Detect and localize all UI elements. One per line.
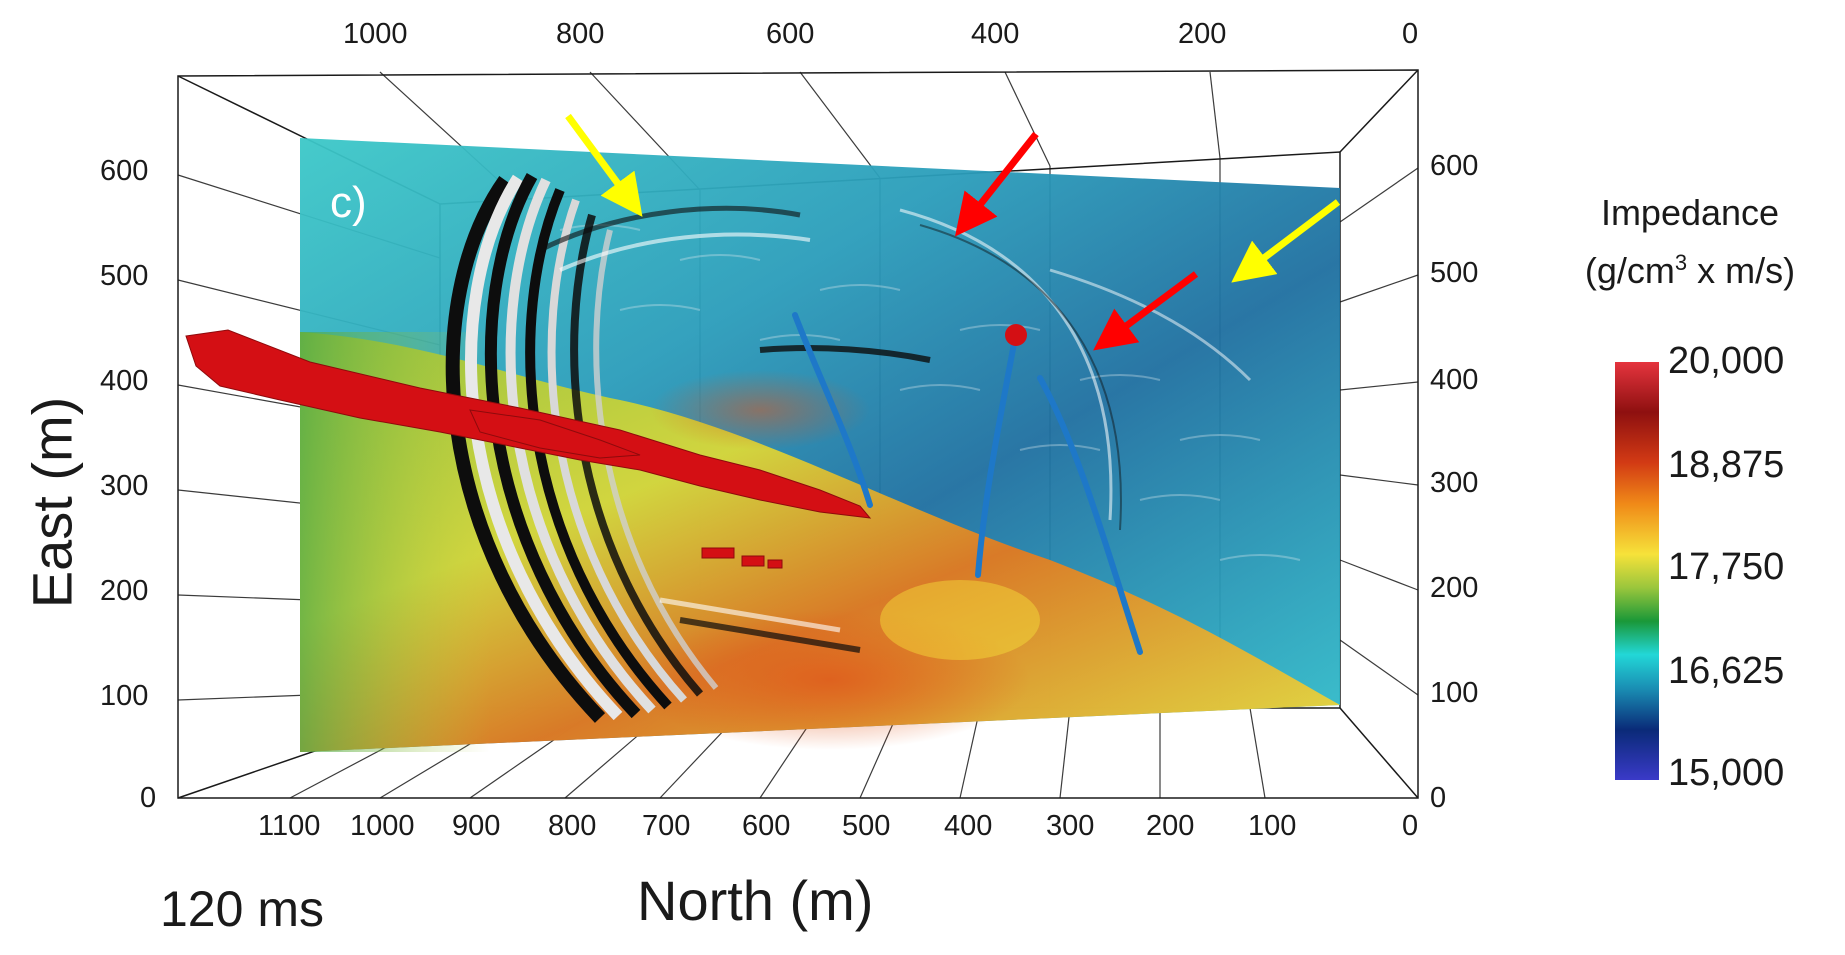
left-tick: 200 <box>100 575 149 607</box>
time-label: 120 ms <box>160 881 324 937</box>
top-tick: 200 <box>1178 18 1227 50</box>
top-tick: 0 <box>1402 18 1419 50</box>
left-tick: 500 <box>100 260 149 292</box>
right-tick: 0 <box>1430 782 1447 814</box>
colorbar-tick: 15,000 <box>1668 752 1785 794</box>
colorbar-title-line1: Impedance <box>1600 192 1780 233</box>
red-arrow-right <box>1093 271 1199 351</box>
right-tick: 500 <box>1430 257 1479 289</box>
bottom-tick: 300 <box>1046 810 1095 842</box>
bottom-tick: 200 <box>1146 810 1195 842</box>
bottom-tick: 100 <box>1248 810 1297 842</box>
bottom-tick: 400 <box>944 810 993 842</box>
right-tick: 300 <box>1430 467 1479 499</box>
right-tick: 600 <box>1430 150 1479 182</box>
bottom-tick: 1000 <box>350 810 415 842</box>
colorbar <box>1615 362 1659 780</box>
right-tick: 100 <box>1430 677 1479 709</box>
panel-label: c) <box>330 178 367 227</box>
bottom-tick: 500 <box>842 810 891 842</box>
top-tick: 800 <box>556 18 605 50</box>
bottom-tick: 900 <box>452 810 501 842</box>
bottom-tick: 700 <box>642 810 691 842</box>
top-tick: 600 <box>766 18 815 50</box>
red-geobody <box>185 329 872 569</box>
colorbar-title: Impedance (g/cm3 x m/s) <box>1540 188 1840 296</box>
colorbar-tick: 20,000 <box>1668 340 1785 382</box>
bottom-tick: 800 <box>548 810 597 842</box>
well-head-marker <box>1005 324 1027 346</box>
yellow-arrow-right <box>1231 199 1341 283</box>
well-paths <box>792 312 1143 655</box>
left-tick: 300 <box>100 470 149 502</box>
annotation-arrows <box>565 113 1341 351</box>
left-tick: 100 <box>100 680 149 712</box>
colorbar-title-units: (g/cm3 x m/s) <box>1584 250 1796 291</box>
bottom-tick: 0 <box>1402 810 1419 842</box>
left-tick: 600 <box>100 155 149 187</box>
yellow-arrow-left <box>565 113 643 217</box>
red-arrow-top <box>954 131 1039 237</box>
right-tick: 200 <box>1430 572 1479 604</box>
left-tick: 400 <box>100 365 149 397</box>
y-axis-title: East (m) <box>20 396 84 609</box>
top-tick: 1000 <box>343 18 408 50</box>
colorbar-tick: 17,750 <box>1668 546 1785 588</box>
bottom-tick: 1100 <box>258 810 321 842</box>
colorbar-tick: 18,875 <box>1668 444 1785 486</box>
left-tick: 0 <box>140 782 157 814</box>
top-tick: 400 <box>971 18 1020 50</box>
seismic-wavefronts <box>445 173 1252 723</box>
x-axis-title: North (m) <box>637 869 874 932</box>
colorbar-tick: 16,625 <box>1668 650 1785 692</box>
bottom-tick: 600 <box>742 810 791 842</box>
right-tick: 400 <box>1430 364 1479 396</box>
